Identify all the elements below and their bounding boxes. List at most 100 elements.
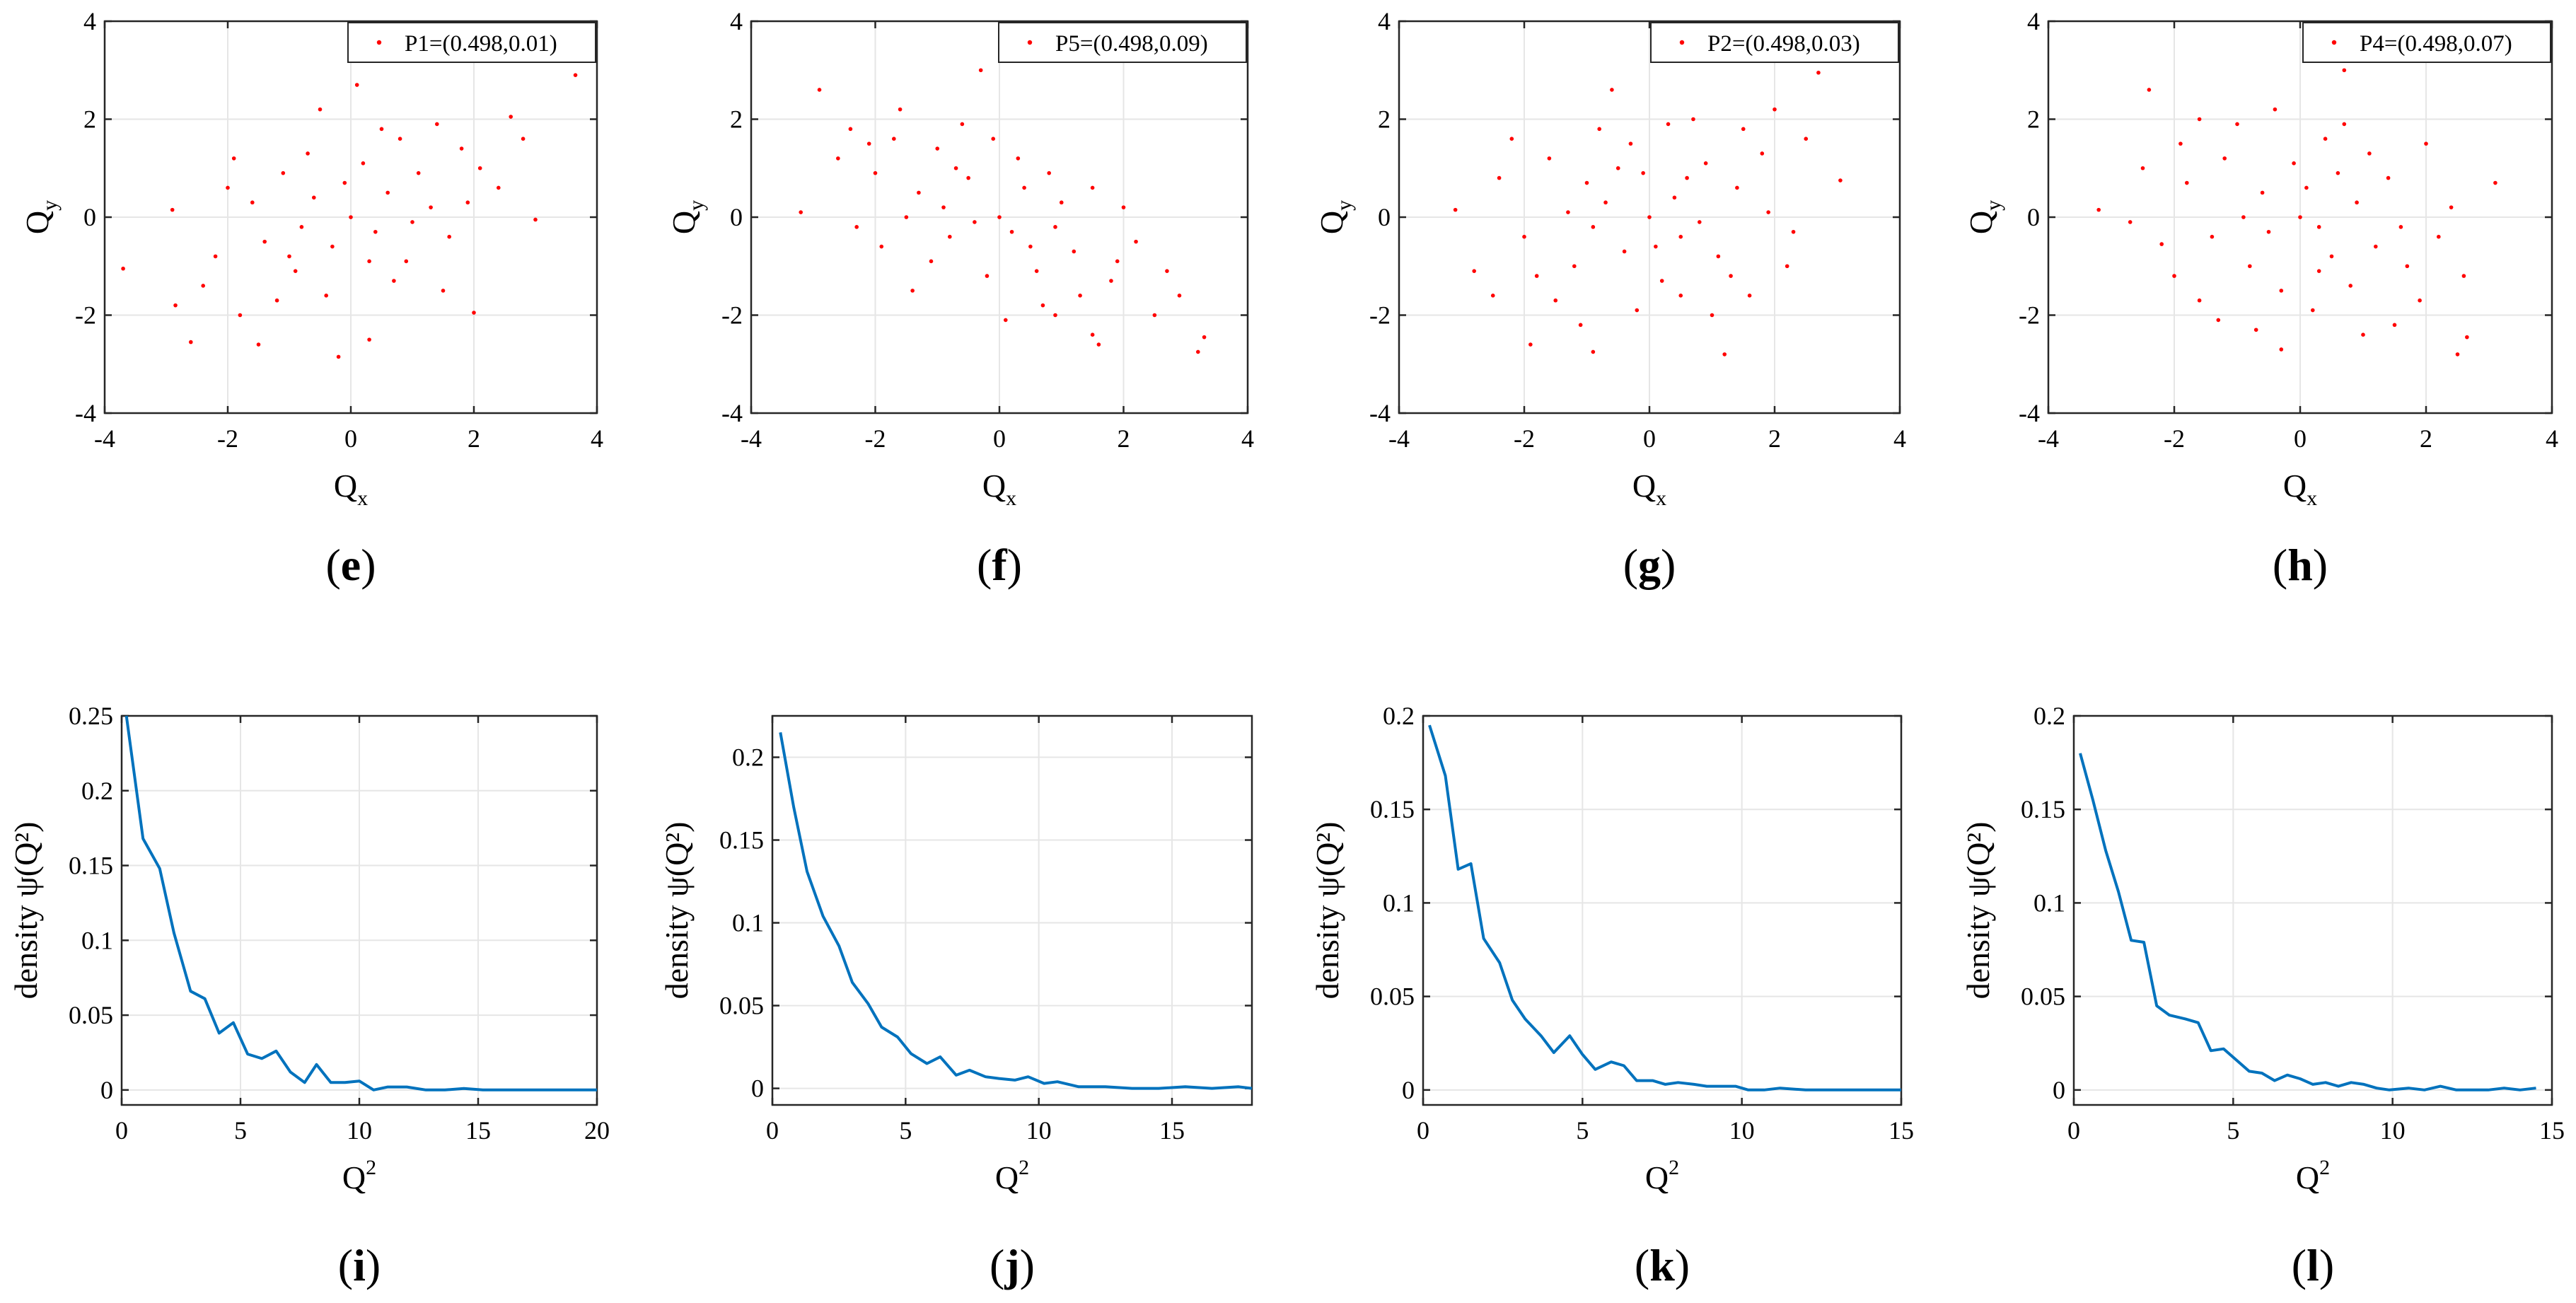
scatter-point [960,122,965,127]
x-tick-label: 0 [2067,1116,2080,1145]
scatter-point [1672,195,1677,200]
legend-marker [2331,40,2337,45]
legend-marker [1679,40,1685,45]
y-tick-label: -2 [75,301,96,330]
y-tick-label: 0 [751,1075,764,1103]
scatter-point [997,215,1002,219]
scatter-point [1121,205,1126,209]
x-tick-label: -4 [741,424,762,453]
panel-label: (k) [1635,1240,1690,1290]
scatter-point [1804,137,1809,141]
x-axis-label-superscript: 2 [366,1156,376,1179]
density-line [124,715,597,1091]
legend: P1=(0.498,0.01) [347,22,596,63]
scatter-points [121,73,578,359]
axes-box [1422,714,1903,1106]
scatter-point [2235,122,2239,127]
panel-label-open-paren: ( [1623,540,1638,590]
scatter-point [213,254,218,259]
scatter-point [1603,200,1608,205]
scatter-point [330,244,335,249]
x-tick-label: 15 [1889,1116,1914,1145]
scatter-point [1547,156,1552,161]
scatter-point [1615,166,1620,170]
x-axis-label-subscript: x [357,487,368,510]
panel-label-letter: k [1649,1240,1675,1290]
panel-label-open-paren: ( [990,1240,1004,1290]
scatter-point [1635,308,1640,313]
scatter-point [1034,269,1039,273]
y-tick-label: 0.25 [69,702,113,730]
density-line [2079,753,2536,1091]
x-axis-label: Qx [334,468,368,510]
scatter-point [1816,70,1821,75]
scatter-point [2392,323,2397,328]
y-tick-label: 2 [1378,105,1391,134]
y-tick-label: 0.1 [1383,888,1415,917]
scatter-point [948,234,952,239]
panel-label: (i) [338,1240,381,1290]
density-line [1428,724,1901,1091]
scatter-point [1040,303,1045,308]
scatter-point [1691,117,1695,122]
scatter-point [2279,347,2284,352]
scatter-point [973,220,977,224]
scatter-point [2398,225,2403,229]
panel-label: (f) [977,540,1022,590]
panel-label: (j) [990,1240,1035,1290]
y-tick-label: 0.1 [732,909,764,937]
scatter-point [250,200,255,205]
scatter-point [1497,175,1502,180]
y-axis-label: density ψ(Q²) [658,822,695,1000]
scatter-point [1610,88,1614,92]
legend-box [998,22,1247,63]
x-tick-label: 2 [468,424,480,453]
y-axis-label-subscript: y [38,200,62,211]
scatter-point [1703,161,1708,166]
scatter-point [173,303,178,308]
scatter-point [287,254,291,259]
scatter-point [817,88,822,92]
scatter-point [2329,254,2334,259]
scatter-point [1685,175,1689,180]
scatter-point [379,127,384,132]
line-panel-l: 0 5 10 15 0 0.05 0.1 0.15 0.2 Q2 density ψ(Q²) (l) [1960,702,2565,1290]
y-tick-label: 0 [730,203,743,231]
scatter-point [854,225,859,229]
scatter-point [2304,185,2309,190]
panel-label-letter: g [1638,540,1661,590]
scatter-point [1472,269,1476,273]
y-tick-label: -4 [75,399,96,427]
scatter-point [299,225,304,229]
line-panel-i: 0 5 10 15 20 0 0.05 0.1 0.15 0.2 0.25 Q2 density ψ(Q… [8,702,610,1290]
scatter-point [2361,332,2365,337]
y-tick-label: 0.05 [69,1001,113,1029]
scatter-point [2455,352,2460,357]
x-tick-label: 0 [344,424,357,453]
y-tick-label: 0 [2053,1076,2065,1104]
panel-label-letter: j [1004,1240,1019,1290]
x-tick-label: 4 [591,424,603,453]
scatter-point [2260,190,2265,195]
scatter-point [2197,117,2202,122]
scatter-point [465,200,470,205]
x-tick-label: 0 [115,1116,128,1145]
panel-label-letter: e [341,540,361,590]
scatter-point [1528,342,1533,347]
scatter-point [2418,298,2422,303]
scatter-point [2216,318,2221,323]
legend-entry: P5=(0.498,0.09) [1055,31,1208,57]
scatter-point [1747,294,1752,298]
legend: P5=(0.498,0.09) [998,22,1247,63]
scatter-point [2241,215,2246,219]
scatter-point [312,195,316,200]
scatter-point [1838,178,1843,183]
x-axis-label-main: Q [2296,1159,2319,1195]
legend: P2=(0.498,0.03) [1650,22,1899,63]
density-line [779,732,1253,1090]
y-axis-label-main: Q [19,211,55,234]
y-axis-label-main: Q [1963,211,1999,234]
scatter-point [1534,274,1539,278]
x-axis-label-main: Q [1632,468,1656,504]
